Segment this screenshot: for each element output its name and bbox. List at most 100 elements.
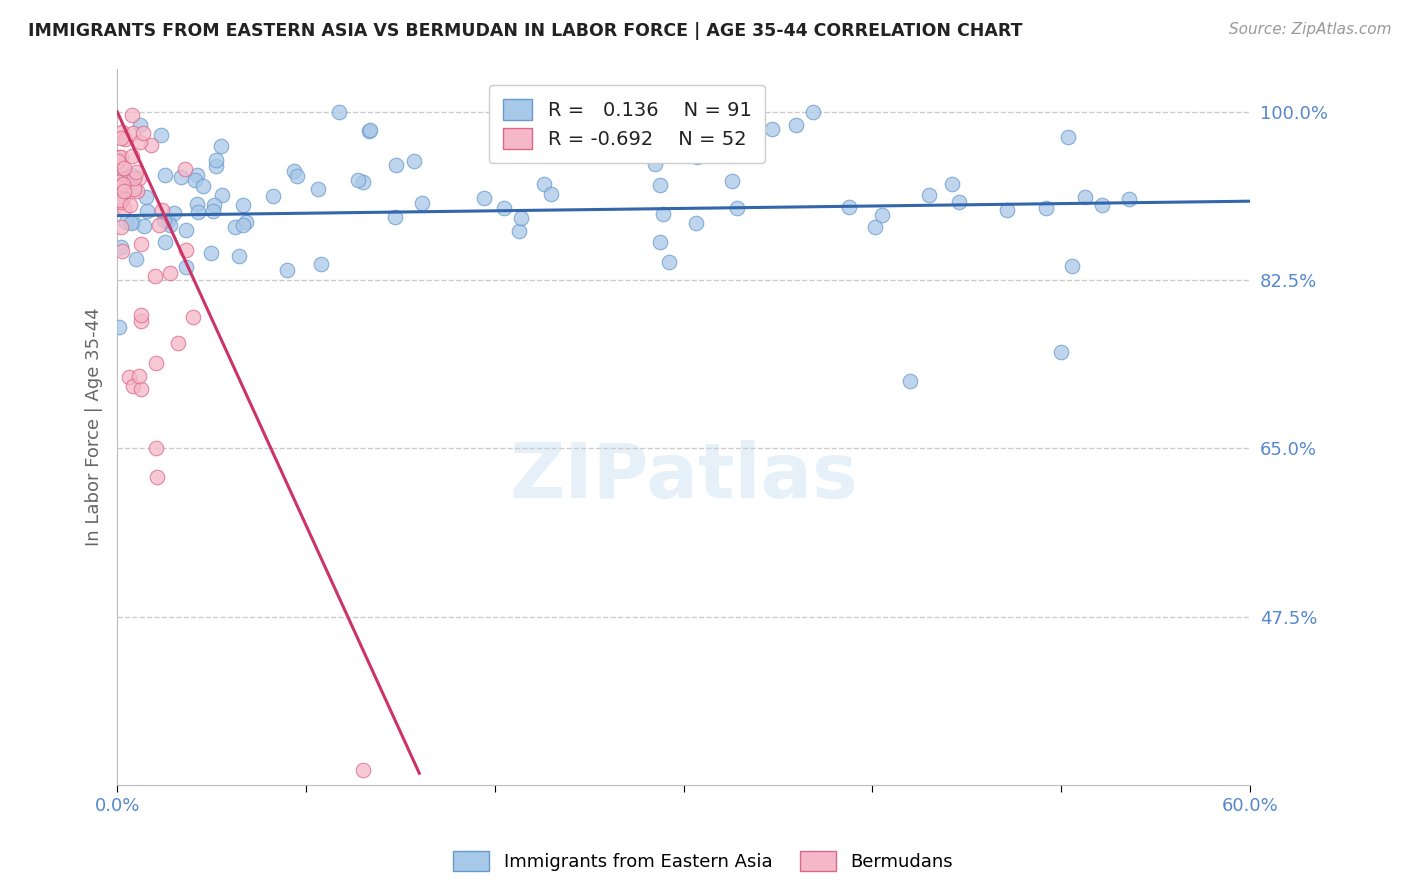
Point: [411, 195, 433, 210]
Point: [898, 374, 921, 388]
Point: [644, 157, 666, 171]
Point: [870, 209, 893, 223]
Point: [186, 168, 208, 182]
Point: [153, 235, 176, 249]
Point: [283, 163, 305, 178]
Point: [132, 219, 155, 234]
Point: [186, 197, 208, 211]
Point: [121, 215, 143, 229]
Point: [124, 180, 146, 194]
Point: [235, 215, 257, 229]
Point: [801, 104, 824, 119]
Point: [540, 187, 562, 202]
Text: ZIPatlas: ZIPatlas: [509, 440, 858, 514]
Point: [648, 235, 671, 249]
Point: [114, 178, 136, 193]
Legend: Immigrants from Eastern Asia, Bermudans: Immigrants from Eastern Asia, Bermudans: [446, 844, 960, 879]
Point: [145, 442, 167, 456]
Point: [111, 244, 134, 258]
Point: [184, 173, 207, 187]
Point: [148, 218, 170, 232]
Point: [181, 310, 204, 324]
Point: [131, 237, 153, 252]
Point: [209, 139, 232, 153]
Point: [120, 216, 142, 230]
Point: [917, 188, 939, 202]
Point: [110, 194, 132, 209]
Point: [686, 150, 709, 164]
Point: [127, 184, 149, 198]
Point: [112, 184, 135, 198]
Point: [205, 159, 228, 173]
Point: [110, 158, 132, 172]
Point: [204, 153, 226, 168]
Point: [129, 382, 152, 396]
Point: [129, 314, 152, 328]
Point: [492, 201, 515, 215]
Point: [110, 219, 132, 234]
Point: [132, 126, 155, 140]
Point: [173, 161, 195, 176]
Point: [110, 150, 132, 164]
Point: [152, 213, 174, 227]
Point: [128, 119, 150, 133]
Point: [472, 191, 495, 205]
Point: [150, 203, 173, 218]
Point: [167, 336, 190, 351]
Point: [110, 240, 132, 254]
Point: [187, 205, 209, 219]
Point: [159, 218, 181, 232]
Point: [1050, 345, 1073, 359]
Point: [159, 266, 181, 280]
Point: [201, 204, 224, 219]
Point: [200, 245, 222, 260]
Point: [162, 206, 184, 220]
Text: Source: ZipAtlas.com: Source: ZipAtlas.com: [1229, 22, 1392, 37]
Point: [145, 356, 167, 370]
Point: [231, 198, 253, 212]
Point: [125, 252, 148, 266]
Point: [174, 223, 197, 237]
Point: [508, 224, 530, 238]
Point: [404, 154, 426, 169]
Point: [125, 164, 148, 178]
Point: [108, 175, 131, 189]
Point: [122, 181, 145, 195]
Point: [385, 158, 408, 172]
Point: [118, 369, 141, 384]
Point: [232, 218, 254, 232]
Point: [262, 189, 284, 203]
Point: [111, 192, 134, 206]
Legend: R =   0.136    N = 91, R = -0.692    N = 52: R = 0.136 N = 91, R = -0.692 N = 52: [489, 86, 765, 163]
Point: [1057, 130, 1080, 145]
Point: [838, 200, 860, 214]
Point: [145, 268, 167, 283]
Point: [121, 378, 143, 392]
Point: [658, 254, 681, 268]
Point: [110, 193, 132, 207]
Point: [111, 178, 134, 192]
Point: [108, 189, 131, 203]
Point: [721, 173, 744, 187]
Y-axis label: In Labor Force | Age 35-44: In Labor Force | Age 35-44: [86, 308, 103, 546]
Point: [510, 211, 533, 225]
Point: [121, 149, 143, 163]
Point: [122, 126, 145, 140]
Point: [112, 161, 135, 175]
Point: [146, 470, 169, 484]
Point: [352, 175, 374, 189]
Point: [191, 179, 214, 194]
Point: [108, 150, 131, 164]
Point: [307, 181, 329, 195]
Point: [114, 201, 136, 215]
Point: [224, 220, 246, 235]
Text: IMMIGRANTS FROM EASTERN ASIA VS BERMUDAN IN LABOR FORCE | AGE 35-44 CORRELATION : IMMIGRANTS FROM EASTERN ASIA VS BERMUDAN…: [28, 22, 1022, 40]
Point: [328, 104, 350, 119]
Point: [1035, 201, 1057, 215]
Point: [359, 124, 381, 138]
Point: [347, 173, 370, 187]
Point: [650, 178, 672, 192]
Point: [136, 203, 159, 218]
Point: [114, 131, 136, 145]
Point: [311, 257, 333, 271]
